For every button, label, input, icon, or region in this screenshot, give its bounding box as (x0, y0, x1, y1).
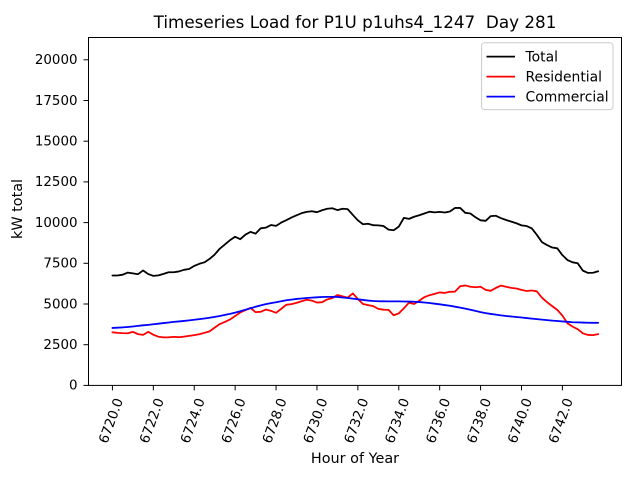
y-tick-label: 12500 (35, 175, 78, 190)
x-axis-ticks: 6720.0 6722.0 6724.0 6726.0 6728.0 6730.0 6732… (97, 385, 577, 446)
x-tick-label: 6742.0 (547, 396, 577, 445)
y-axis-ticks: 0 2500 5000 7500 10000 12500 15000 17500 20000 (35, 53, 89, 394)
x-tick-label: 6728.0 (260, 396, 290, 445)
legend-label-residential: Residential (526, 69, 603, 85)
x-tick-label: 6724.0 (179, 396, 209, 445)
x-tick-label: 6738.0 (465, 396, 495, 445)
x-tick-label: 6720.0 (97, 396, 127, 445)
x-tick-label: 6722.0 (138, 396, 168, 445)
series-line-commercial (111, 295, 600, 329)
x-tick-label: 6740.0 (506, 396, 536, 445)
y-tick-label: 0 (69, 379, 78, 394)
y-tick-label: 17500 (35, 94, 78, 109)
x-tick-label: 6734.0 (383, 396, 413, 445)
x-tick-label: 6730.0 (301, 396, 331, 445)
y-tick-label: 20000 (35, 53, 78, 68)
y-tick-label: 10000 (35, 216, 78, 231)
legend: Total Residential Commercial (481, 42, 614, 111)
series-line-residential (111, 284, 600, 339)
y-tick-label: 15000 (35, 134, 78, 149)
x-axis-label: Hour of Year (311, 451, 399, 467)
x-tick-label: 6726.0 (219, 396, 249, 445)
chart-title: Timeseries Load for P1U p1uhs4_1247 Day … (153, 12, 557, 33)
series-line-total (111, 207, 600, 277)
legend-label-commercial: Commercial (526, 89, 609, 105)
legend-frame (481, 42, 614, 111)
y-tick-label: 5000 (43, 297, 77, 312)
x-tick-label: 6732.0 (342, 396, 372, 445)
y-axis-label: kW total (10, 179, 26, 239)
series-lines (111, 207, 600, 339)
y-tick-label: 2500 (43, 338, 77, 353)
y-tick-label: 7500 (43, 257, 77, 272)
legend-label-total: Total (525, 49, 558, 65)
x-tick-label: 6736.0 (424, 396, 454, 445)
